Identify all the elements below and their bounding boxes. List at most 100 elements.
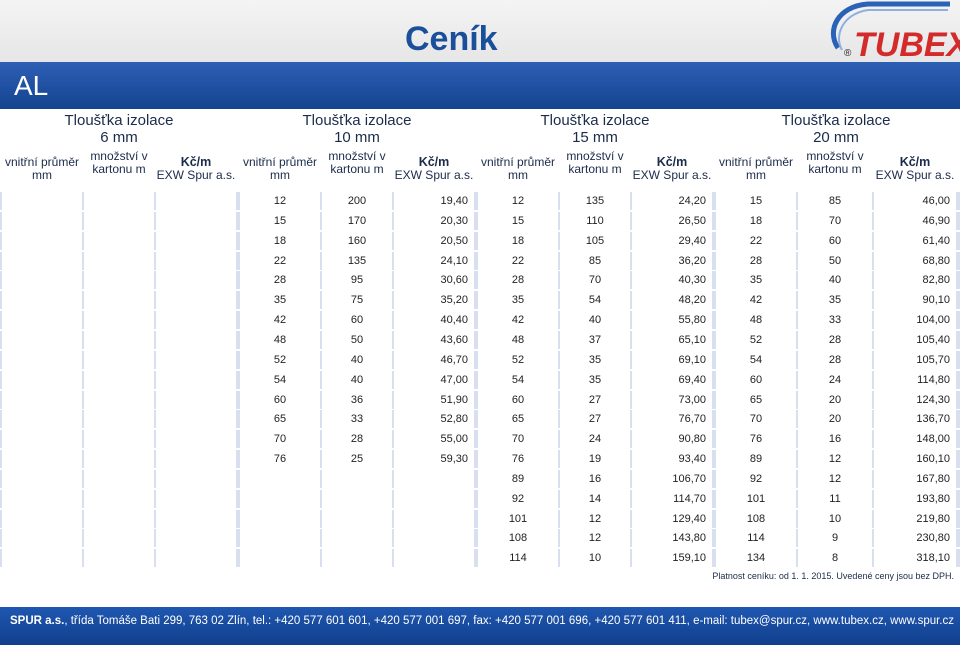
price-unit: Kč/m: [418, 155, 450, 169]
cell-price: 30,60: [394, 271, 474, 290]
cell-price: 47,00: [394, 370, 474, 389]
cell-quantity: 60: [322, 311, 392, 330]
cell-price: 20,30: [394, 211, 474, 230]
cell-diameter: 48: [478, 330, 558, 349]
cell-diameter: 48: [716, 311, 796, 330]
cell-price: 46,90: [874, 211, 956, 230]
column-header-price: Kč/m EXW Spur a.s.: [632, 156, 712, 182]
cell-quantity: [84, 529, 154, 548]
table-row: 92 14 114,70 101 11 193,80: [0, 489, 960, 508]
cell-quantity: 40: [322, 350, 392, 369]
cell-diameter: [240, 549, 320, 568]
column-header-diameter: vnitřní průměr mm: [4, 155, 80, 182]
cell-quantity: 75: [322, 291, 392, 310]
cell-price: 69,40: [632, 370, 712, 389]
cell-price: 318,10: [874, 549, 956, 568]
cell-price: 40,40: [394, 311, 474, 330]
cell-quantity: 19: [560, 450, 630, 469]
cell-diameter: 22: [716, 231, 796, 250]
cell-price: [394, 549, 474, 568]
cell-quantity: 60: [798, 231, 872, 250]
cell-price: 90,80: [632, 430, 712, 449]
cell-quantity: [84, 192, 154, 210]
registered-mark: ®: [844, 48, 852, 59]
cell-price: 20,50: [394, 231, 474, 250]
column-header-quantity: množství v kartonu m: [90, 149, 148, 176]
cell-quantity: [84, 311, 154, 330]
cell-quantity: 33: [322, 410, 392, 429]
cell-diameter: 65: [716, 390, 796, 409]
cell-quantity: [322, 469, 392, 488]
cell-diameter: [2, 271, 82, 290]
cell-price: [156, 410, 236, 429]
cell-quantity: 9: [798, 529, 872, 548]
cell-quantity: 70: [798, 211, 872, 230]
table-row: 101 12 129,40 108 10 219,80: [0, 509, 960, 528]
table-row: 60 36 51,90 60 27 73,00 65 20 124,30: [0, 390, 960, 409]
cell-quantity: [84, 350, 154, 369]
cell-price: 104,00: [874, 311, 956, 330]
cell-diameter: [2, 211, 82, 230]
cell-quantity: [322, 549, 392, 568]
table-row: 54 40 47,00 54 35 69,40 60 24 114,80: [0, 370, 960, 389]
cell-quantity: 10: [560, 549, 630, 568]
cell-price: 55,00: [394, 430, 474, 449]
cell-diameter: 70: [478, 430, 558, 449]
cell-diameter: 101: [478, 509, 558, 528]
cell-price: 76,70: [632, 410, 712, 429]
cell-quantity: 20: [798, 390, 872, 409]
price-basis: EXW Spur a.s.: [875, 168, 955, 182]
cell-quantity: 70: [560, 271, 630, 290]
cell-diameter: [2, 410, 82, 429]
cell-quantity: 20: [798, 410, 872, 429]
cell-quantity: 12: [798, 469, 872, 488]
cell-diameter: 18: [240, 231, 320, 250]
cell-diameter: 76: [478, 450, 558, 469]
cell-diameter: 28: [716, 251, 796, 270]
cell-quantity: 12: [560, 509, 630, 528]
cell-price: 124,30: [874, 390, 956, 409]
cell-price: 129,40: [632, 509, 712, 528]
cell-price: [156, 350, 236, 369]
cell-diameter: 92: [716, 469, 796, 488]
cell-price: [156, 549, 236, 568]
cell-diameter: 76: [240, 450, 320, 469]
header-bar: [0, 0, 960, 62]
cell-diameter: [240, 529, 320, 548]
footer-bar: SPUR a.s., třída Tomáše Bati 299, 763 02…: [0, 607, 960, 645]
cell-diameter: [2, 350, 82, 369]
cell-quantity: 16: [798, 430, 872, 449]
group-title: Tloušťka izolace 20 mm: [781, 112, 891, 146]
cell-quantity: 35: [798, 291, 872, 310]
table-row: 114 10 159,10 134 8 318,10: [0, 549, 960, 568]
page-title: Ceník: [405, 20, 498, 58]
cell-price: 143,80: [632, 529, 712, 548]
cell-price: 46,00: [874, 192, 956, 210]
group-header-20mm: [716, 109, 956, 191]
cell-price: 106,70: [632, 469, 712, 488]
table-row: 28 95 30,60 28 70 40,30 35 40 82,80: [0, 271, 960, 290]
cell-quantity: 95: [322, 271, 392, 290]
cell-price: 59,30: [394, 450, 474, 469]
cell-quantity: 14: [560, 489, 630, 508]
cell-price: 167,80: [874, 469, 956, 488]
cell-diameter: 89: [716, 450, 796, 469]
table-row: 52 40 46,70 52 35 69,10 54 28 105,70: [0, 350, 960, 369]
cell-price: 24,10: [394, 251, 474, 270]
cell-quantity: 110: [560, 211, 630, 230]
cell-diameter: 28: [240, 271, 320, 290]
price-unit: Kč/m: [180, 155, 212, 169]
price-basis: EXW Spur a.s.: [394, 168, 474, 182]
cell-diameter: 15: [478, 211, 558, 230]
column-header-quantity: množství v kartonu m: [566, 149, 624, 176]
cell-quantity: 170: [322, 211, 392, 230]
cell-quantity: 160: [322, 231, 392, 250]
cell-quantity: 85: [798, 192, 872, 210]
cell-quantity: [84, 231, 154, 250]
group-title: Tloušťka izolace 10 mm: [302, 112, 412, 146]
cell-diameter: 12: [240, 192, 320, 210]
group-header-15mm: [478, 109, 712, 191]
cell-price: [394, 529, 474, 548]
cell-diameter: 114: [478, 549, 558, 568]
cell-quantity: [84, 251, 154, 270]
